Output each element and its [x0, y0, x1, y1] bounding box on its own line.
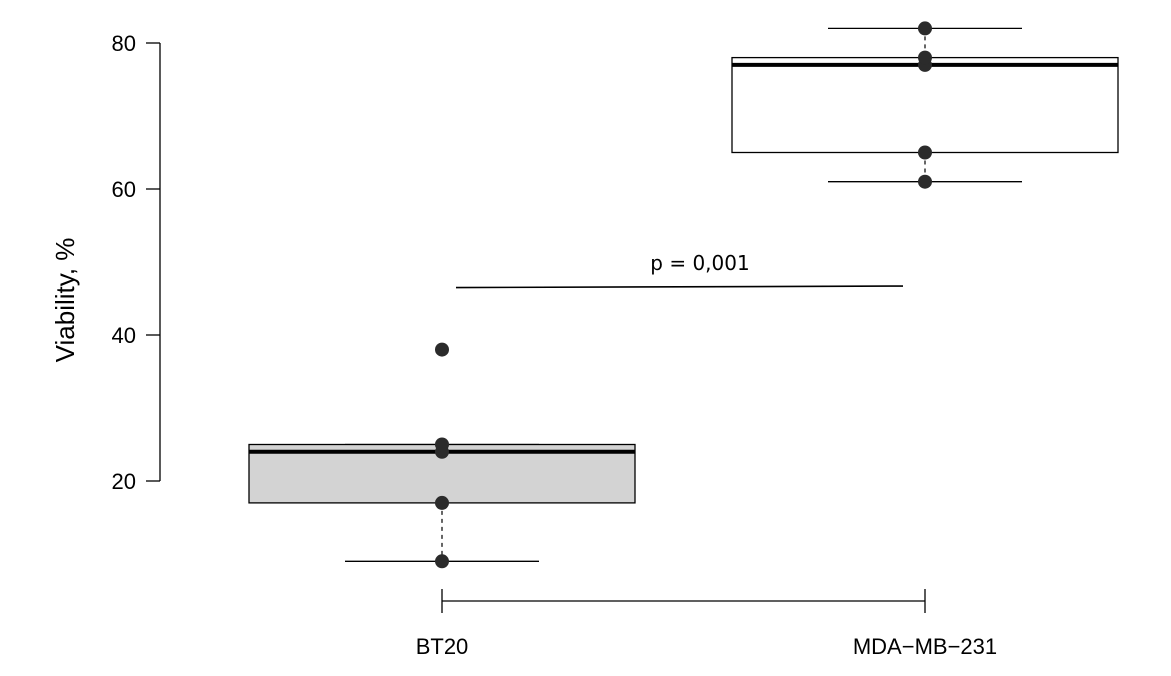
y-tick-label: 60 — [112, 177, 136, 202]
y-tick-label: 40 — [112, 323, 136, 348]
y-tick-label: 80 — [112, 31, 136, 56]
y-tick-label: 20 — [112, 469, 136, 494]
data-point — [435, 495, 449, 510]
x-axis: BT20 MDA−MB−231 — [416, 589, 997, 659]
x-tick-label: MDA−MB−231 — [853, 634, 997, 659]
data-point — [435, 342, 449, 357]
data-point — [918, 145, 932, 160]
significance-annotation: p = 0,001 — [455, 251, 904, 289]
data-point — [918, 174, 932, 189]
y-axis: 20 40 60 80 — [112, 31, 161, 494]
data-point — [918, 50, 932, 65]
y-axis-title: Viability, % — [50, 238, 80, 363]
x-tick-label: BT20 — [416, 634, 469, 659]
data-point — [435, 437, 449, 452]
data-point — [435, 554, 449, 569]
data-points — [435, 21, 932, 569]
significance-label: p = 0,001 — [650, 251, 749, 275]
boxes — [248, 27, 1119, 562]
data-point — [918, 21, 932, 36]
significance-line — [455, 285, 904, 289]
